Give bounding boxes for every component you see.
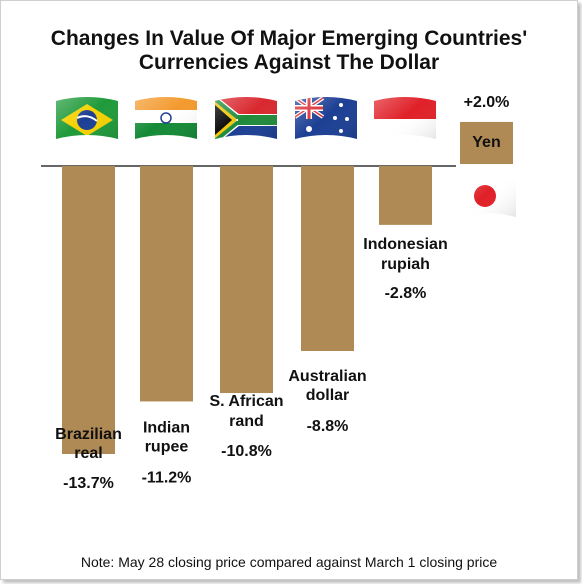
bar-1 — [140, 166, 193, 402]
value-label-1: -11.2% — [142, 469, 192, 486]
value-label-5: +2.0% — [464, 94, 510, 111]
india-flag-icon — [135, 97, 197, 139]
indonesia-flag-icon — [374, 97, 436, 139]
category-label-4-line1: Indonesian — [363, 236, 447, 253]
value-label-4: -2.8% — [385, 285, 427, 302]
category-label-4-line2: rupiah — [381, 256, 430, 273]
value-label-0: -13.7% — [63, 475, 114, 492]
chart-svg: Changes In Value Of Major Emerging Count… — [41, 27, 527, 570]
chart-title-line1: Changes In Value Of Major Emerging Count… — [51, 27, 527, 50]
label-mask-left — [46, 424, 62, 444]
value-label-2: -10.8% — [221, 443, 272, 460]
bar-2 — [220, 166, 273, 394]
category-label-2-line2: rand — [229, 413, 264, 430]
bar-4 — [379, 166, 432, 225]
australia-flag-icon — [295, 97, 357, 139]
category-label-1-line1: Indian — [143, 419, 190, 436]
category-label-3-line1: Australian — [288, 368, 366, 385]
bar-3 — [301, 166, 354, 351]
category-label-5-line1: Yen — [472, 134, 500, 151]
category-label-0-line1: Brazilian — [55, 426, 122, 443]
category-label-2-line1: S. African — [209, 393, 283, 410]
bar-5 — [460, 121, 513, 164]
chart-title-line2: Currencies Against The Dollar — [139, 51, 439, 74]
value-label-3: -8.8% — [307, 418, 349, 435]
japan-flag-icon — [454, 175, 516, 217]
bar-0 — [62, 166, 115, 454]
chart-note: Note: May 28 closing price compared agai… — [81, 554, 498, 570]
south-africa-flag-icon — [215, 97, 277, 139]
brazil-flag-icon — [56, 97, 118, 139]
category-label-3-line2: dollar — [306, 387, 350, 404]
category-label-0-line2: real — [74, 445, 102, 462]
bars-group — [62, 121, 513, 454]
category-label-1-line2: rupee — [145, 438, 189, 455]
labels-group: Brazilian real -13.7% Indian rupee -11.2% S. A… — [46, 94, 510, 492]
